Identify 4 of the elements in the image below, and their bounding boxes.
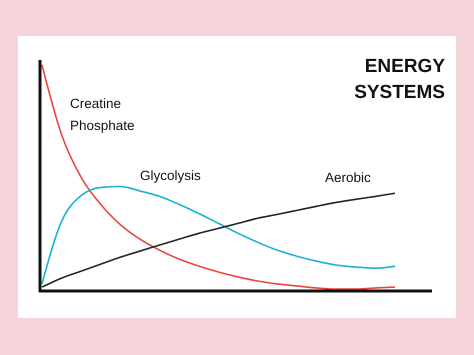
series-label: Glycolysis (140, 168, 202, 183)
series-label: Aerobic (325, 170, 372, 185)
chart-title: ENERGY SYSTEMS (354, 56, 446, 103)
series-label: Creatine Phosphate (70, 96, 135, 133)
